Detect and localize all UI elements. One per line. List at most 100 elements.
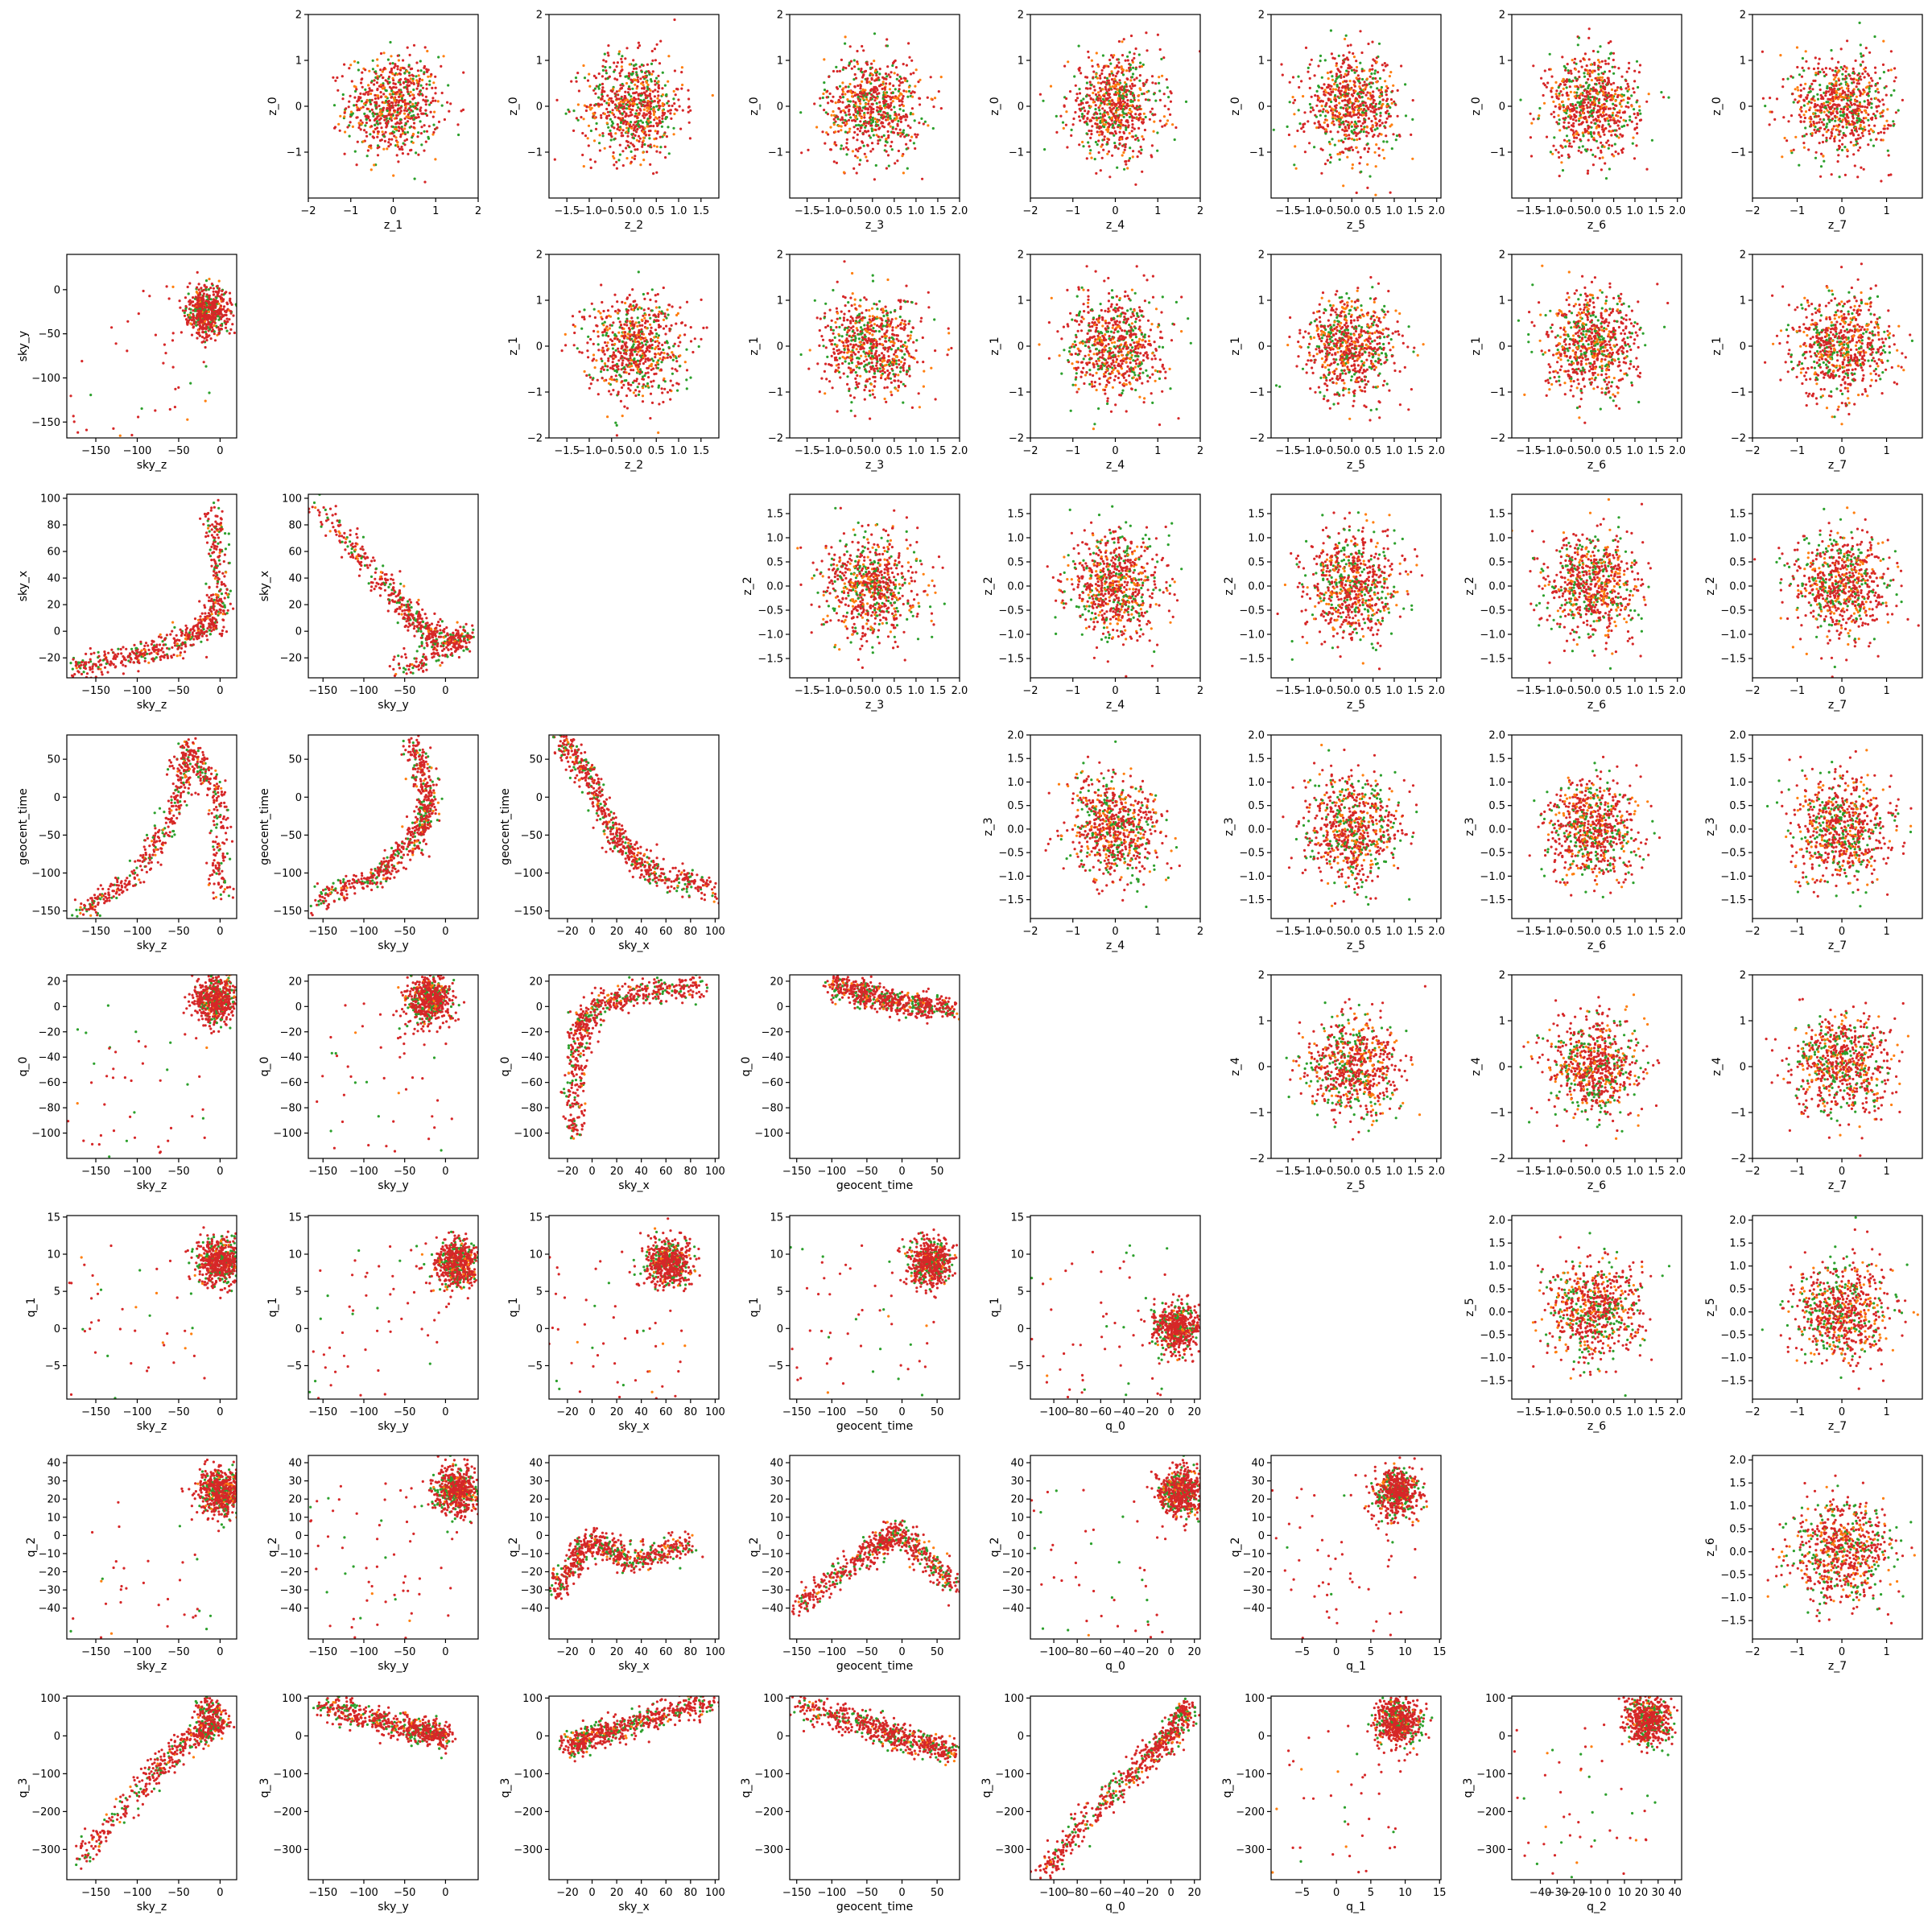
point xyxy=(379,109,382,112)
point xyxy=(1565,86,1568,89)
point xyxy=(638,101,642,105)
point xyxy=(1352,91,1356,95)
point xyxy=(1097,65,1100,68)
point xyxy=(1329,130,1332,134)
point xyxy=(1043,148,1046,151)
point xyxy=(1297,109,1300,112)
point xyxy=(829,126,832,129)
point xyxy=(650,49,654,53)
point xyxy=(620,69,623,72)
point xyxy=(1078,115,1081,118)
point xyxy=(1092,101,1095,104)
point xyxy=(1818,70,1822,74)
point xyxy=(1882,103,1885,106)
point xyxy=(1380,105,1384,108)
point xyxy=(1848,105,1852,109)
point xyxy=(875,124,878,127)
point xyxy=(1154,82,1158,85)
point xyxy=(1806,93,1810,97)
point xyxy=(411,67,414,70)
point xyxy=(1870,97,1873,101)
point xyxy=(853,85,857,89)
point xyxy=(842,87,845,90)
point xyxy=(1359,30,1362,33)
point xyxy=(675,109,679,112)
point xyxy=(607,54,610,57)
point xyxy=(1592,132,1596,135)
point xyxy=(1330,100,1333,104)
point xyxy=(896,131,899,135)
point xyxy=(1113,134,1116,137)
point xyxy=(1161,125,1164,128)
point xyxy=(1572,131,1575,134)
point xyxy=(661,111,665,114)
point xyxy=(937,90,940,93)
point xyxy=(1589,63,1592,66)
point xyxy=(894,162,897,165)
point xyxy=(1573,57,1577,60)
point xyxy=(1859,146,1862,149)
point xyxy=(1385,99,1388,102)
point xyxy=(912,72,915,75)
point xyxy=(1138,74,1141,77)
point xyxy=(1857,119,1861,122)
point xyxy=(1123,101,1126,104)
point xyxy=(1612,111,1615,114)
point xyxy=(1131,92,1134,95)
point xyxy=(1336,152,1340,156)
point xyxy=(1592,107,1596,110)
point xyxy=(1158,47,1162,52)
point xyxy=(1364,85,1368,89)
point xyxy=(873,32,877,35)
point xyxy=(1825,138,1828,142)
point xyxy=(1038,93,1042,96)
point xyxy=(1607,41,1610,45)
point xyxy=(1083,114,1086,118)
point xyxy=(1588,69,1591,72)
point xyxy=(1377,107,1381,110)
point xyxy=(1302,126,1305,129)
point xyxy=(1604,162,1607,165)
point xyxy=(657,94,660,97)
point xyxy=(1360,89,1363,92)
point xyxy=(885,167,888,170)
point xyxy=(610,124,613,127)
point xyxy=(646,109,649,113)
point xyxy=(1856,100,1859,103)
point xyxy=(1798,114,1801,117)
point xyxy=(1868,132,1871,135)
point xyxy=(1820,102,1823,105)
point xyxy=(460,109,463,113)
point xyxy=(1608,143,1611,147)
point xyxy=(1079,103,1083,106)
point xyxy=(363,112,366,115)
point xyxy=(627,74,631,77)
point xyxy=(865,97,869,101)
point xyxy=(1388,75,1391,78)
point xyxy=(1098,74,1102,77)
point xyxy=(1823,71,1826,74)
point xyxy=(1840,148,1844,152)
point xyxy=(428,83,431,86)
point xyxy=(649,78,653,81)
point xyxy=(1331,88,1335,91)
point xyxy=(1596,114,1600,118)
point xyxy=(884,72,888,76)
point xyxy=(902,104,905,108)
point xyxy=(877,78,881,81)
point xyxy=(617,89,621,93)
point xyxy=(1593,69,1596,72)
point xyxy=(1587,27,1591,31)
point xyxy=(1636,132,1639,135)
point xyxy=(661,93,665,97)
point xyxy=(1323,59,1327,62)
point xyxy=(370,98,374,101)
point xyxy=(620,131,623,134)
point xyxy=(864,89,867,92)
point xyxy=(890,101,893,105)
point xyxy=(1829,137,1832,140)
x-tick-label: 1.0 xyxy=(1386,205,1403,217)
point xyxy=(877,92,881,95)
point xyxy=(1845,67,1848,70)
